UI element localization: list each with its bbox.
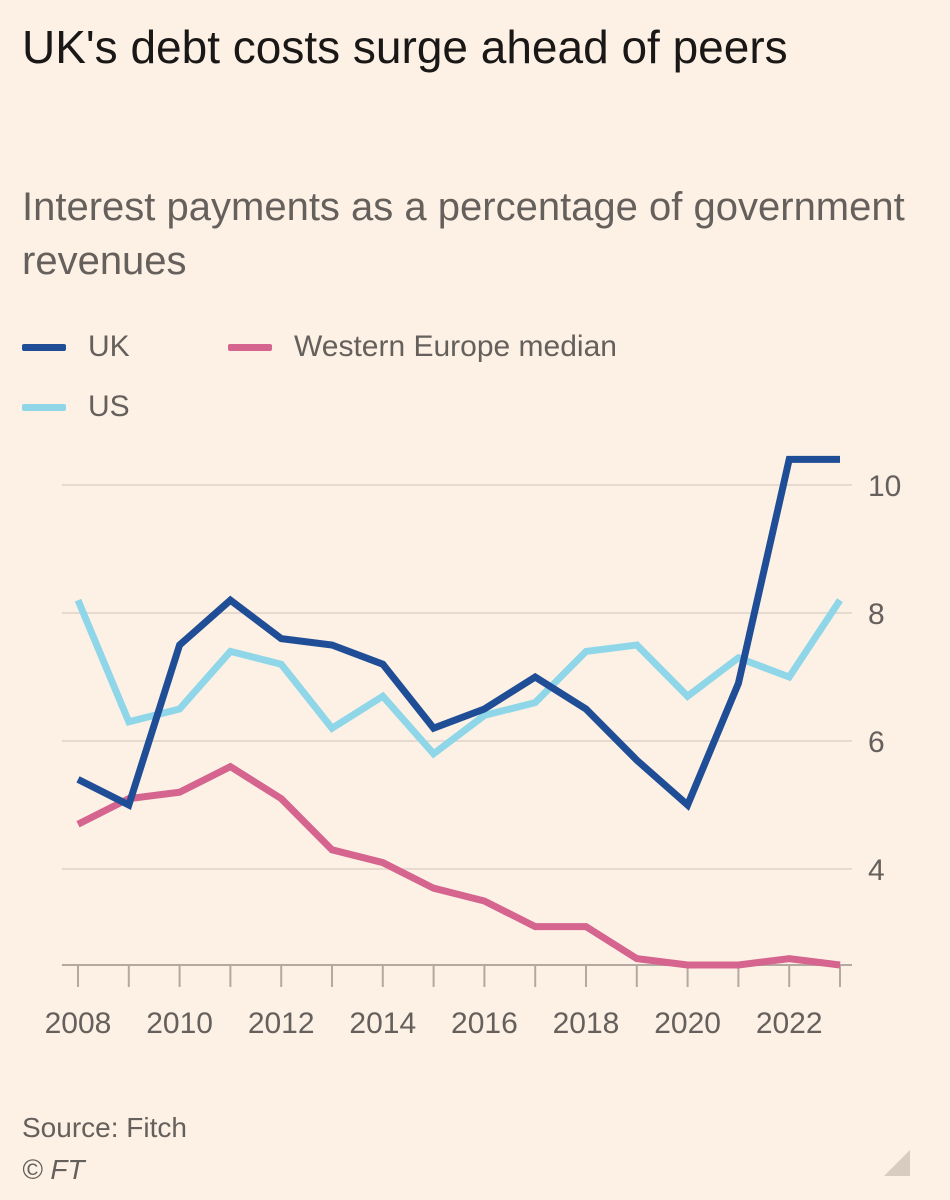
legend-swatch-western-europe: [228, 343, 272, 351]
y-tick-label: 6: [868, 726, 885, 759]
series-line-western-europe: [76, 762, 841, 969]
y-tick-label: 10: [868, 470, 901, 503]
resize-corner-icon: [884, 1150, 910, 1176]
legend-swatch-uk: [22, 343, 66, 351]
legend-label-western-europe: Western Europe median: [294, 330, 617, 363]
series-line-uk: [76, 455, 840, 811]
line-chart: 4 6 8 10 2008 2010 2012 2014 2016 2018 2020 2022: [45, 455, 901, 1040]
legend-label-uk: UK: [88, 330, 130, 363]
chart-subtitle: Interest payments as a percentage of gov…: [22, 185, 905, 283]
y-tick-label: 4: [868, 854, 885, 887]
x-tick-label: 2008: [45, 1007, 112, 1040]
y-tick-label: 8: [868, 598, 885, 631]
x-tick-label: 2010: [146, 1007, 213, 1040]
copyright-note: © FT: [22, 1154, 85, 1185]
x-tick-label: 2012: [248, 1007, 315, 1040]
x-tick-label: 2018: [553, 1007, 620, 1040]
legend-item-western-europe: Western Europe median: [228, 330, 617, 364]
x-tick-label: 2020: [654, 1007, 721, 1040]
x-tick-label: 2022: [756, 1007, 823, 1040]
legend-swatch-us: [22, 403, 66, 411]
legend-item-uk: UK: [22, 330, 130, 364]
source-note: Source: Fitch: [22, 1112, 187, 1143]
series-line-us: [74, 598, 843, 759]
x-tick-label: 2016: [451, 1007, 518, 1040]
chart-title: UK's debt costs surge ahead of peers: [22, 21, 788, 73]
legend-label-us: US: [88, 390, 130, 423]
x-tick-label: 2014: [349, 1007, 416, 1040]
legend-item-us: US: [22, 390, 130, 424]
